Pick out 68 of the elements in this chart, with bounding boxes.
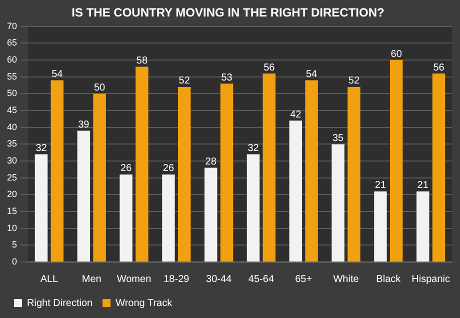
data-label: 32 [248,143,260,154]
x-tick-label: ALL [40,274,59,285]
bar [178,86,191,262]
y-tick-label: 50 [6,88,18,98]
y-tick-label: 10 [6,222,18,233]
bar [77,130,90,262]
bar [262,74,276,262]
y-tick-label: 70 [6,20,18,31]
data-label: 50 [94,82,106,94]
bar [432,74,446,262]
data-label: 56 [433,62,445,74]
bar [93,94,106,262]
legend-label: Wrong Track [116,298,174,309]
x-tick-label: Black [376,274,402,285]
data-label: 21 [374,180,386,192]
bar [374,191,387,262]
data-label: 54 [306,69,318,80]
x-tick-label: Men [82,274,102,285]
data-label: 26 [120,163,132,174]
data-label: 42 [290,109,302,120]
data-label: 53 [221,72,233,84]
bar [50,80,64,262]
data-label: 28 [205,156,217,168]
x-tick-label: 45-64 [248,274,274,285]
data-label: 52 [178,76,190,87]
x-tick-label: Women [116,274,152,285]
data-label: 26 [162,163,174,174]
bar [289,120,302,262]
bar [120,174,132,262]
bar [246,154,260,262]
bar [204,168,218,262]
y-tick-label: 15 [6,206,18,216]
y-tick-label: 45 [6,105,18,116]
data-label: 52 [348,76,360,87]
y-tick-label: 0 [12,256,18,266]
y-tick-label: 65 [6,38,18,48]
data-label: 54 [52,69,64,80]
bar [305,80,318,262]
bar [34,154,48,262]
bar [390,60,403,262]
y-tick-label: 35 [6,138,18,149]
x-tick-label: 30-44 [206,274,232,285]
bar [332,144,344,262]
y-tick-label: 55 [6,71,18,82]
bar [416,191,430,262]
data-label: 21 [417,180,429,192]
data-label: 35 [332,132,344,144]
legend-label: Right Direction [27,298,93,309]
x-tick-label: 18-29 [164,274,190,285]
data-label: 60 [390,48,402,60]
data-label: 58 [136,56,148,67]
data-label: 56 [264,62,276,74]
y-tick-label: 40 [6,122,18,132]
y-tick-label: 30 [6,156,18,166]
bar [136,66,148,262]
y-tick-label: 5 [12,240,18,250]
data-label: 32 [36,143,48,154]
bar [348,86,360,262]
bar [220,84,234,262]
bar [162,174,175,262]
y-tick-label: 20 [6,189,18,200]
x-tick-label: 65+ [295,274,312,285]
y-tick-label: 60 [6,54,18,65]
x-tick-label: Hispanic [412,274,450,285]
y-tick-label: 25 [6,172,18,182]
x-tick-label: White [333,274,360,285]
data-label: 39 [78,119,90,130]
chart-title: IS THE COUNTRY MOVING IN THE RIGHT DIRECTION? [72,6,384,20]
